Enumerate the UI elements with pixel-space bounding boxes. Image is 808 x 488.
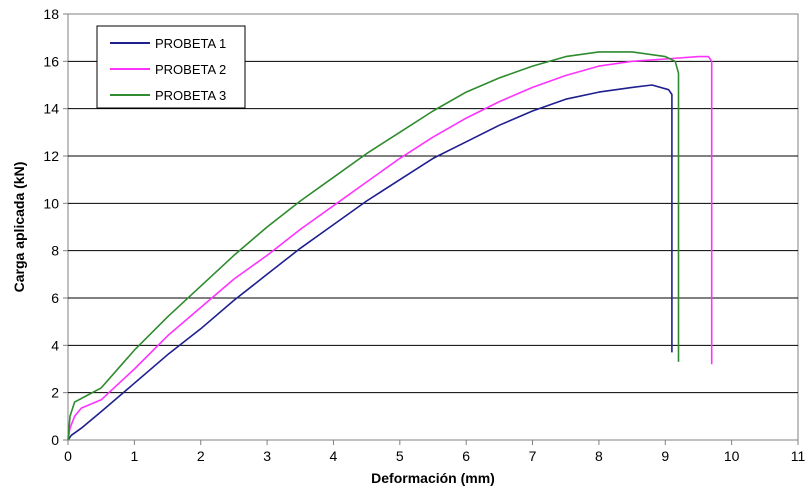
legend: PROBETA 1 PROBETA 2 PROBETA 3 — [96, 25, 246, 109]
y-tick-label-2: 2 — [51, 385, 59, 401]
y-tick-label-18: 18 — [43, 6, 59, 22]
x-tick-label-9: 9 — [661, 448, 669, 464]
legend-label-probeta-3: PROBETA 3 — [155, 88, 226, 103]
x-tick-label-6: 6 — [462, 448, 470, 464]
y-tick-label-4: 4 — [51, 337, 59, 353]
x-tick-label-1: 1 — [130, 448, 138, 464]
x-tick-label-4: 4 — [330, 448, 338, 464]
x-tick-label-2: 2 — [197, 448, 205, 464]
y-tick-label-0: 0 — [51, 432, 59, 448]
y-tick-label-8: 8 — [51, 243, 59, 259]
x-tick-label-3: 3 — [263, 448, 271, 464]
x-axis-label: Deformación (mm) — [371, 470, 495, 486]
x-tick-label-11: 11 — [791, 448, 806, 464]
y-tick-label-16: 16 — [43, 53, 59, 69]
legend-label-probeta-1: PROBETA 1 — [155, 36, 226, 51]
series-lines — [67, 51, 713, 441]
y-tick-label-14: 14 — [43, 101, 59, 117]
x-tick-label-7: 7 — [529, 448, 537, 464]
y-tick-label-6: 6 — [51, 290, 59, 306]
series-line-probeta-2 — [67, 55, 713, 441]
y-axis-label: Carga aplicada (kN) — [11, 162, 27, 293]
x-tick-labels: 0 1 2 3 4 5 6 7 8 9 10 11 — [64, 448, 805, 464]
legend-label-probeta-2: PROBETA 2 — [155, 62, 226, 77]
y-tick-labels: 0 2 4 6 8 10 12 14 16 18 — [43, 6, 59, 448]
series-line-probeta-3 — [67, 51, 680, 441]
y-tick-label-10: 10 — [43, 195, 59, 211]
x-tick-label-0: 0 — [64, 448, 72, 464]
y-tick-label-12: 12 — [43, 148, 59, 164]
x-tick-label-8: 8 — [595, 448, 603, 464]
axes — [63, 13, 799, 445]
series-line-probeta-1 — [67, 84, 673, 441]
gridlines — [68, 60, 798, 394]
x-tick-label-10: 10 — [724, 448, 740, 464]
x-tick-label-5: 5 — [396, 448, 404, 464]
